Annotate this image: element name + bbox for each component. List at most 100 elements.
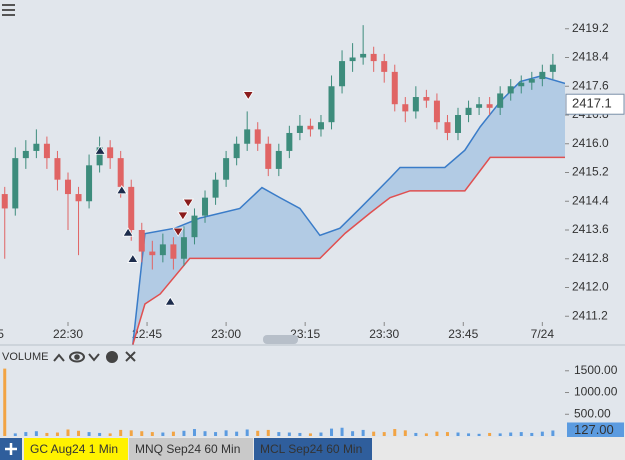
candle-body	[360, 53, 367, 58]
candle-body	[497, 93, 504, 108]
candle-body	[444, 122, 451, 133]
x-tick-label: 23:00	[211, 327, 241, 341]
volume-bar	[351, 431, 355, 436]
volume-bar	[330, 428, 334, 436]
volume-bar	[308, 433, 312, 436]
candle-body	[528, 79, 535, 83]
signal-marker	[122, 227, 134, 237]
y-tick-label: 2418.4	[572, 50, 609, 64]
chart-tab[interactable]	[24, 438, 128, 460]
candle-body	[370, 53, 377, 62]
candle-body	[381, 61, 388, 72]
candle-body	[244, 129, 251, 144]
volume-bar	[456, 432, 460, 436]
y-tick-label: 2415.2	[572, 165, 609, 179]
candle-body	[486, 104, 493, 108]
candle-body	[64, 179, 71, 195]
volume-bar	[498, 433, 502, 436]
candle-body	[549, 64, 556, 72]
settings-icon[interactable]	[106, 351, 118, 363]
volume-bar	[256, 430, 260, 436]
candle-body	[391, 71, 398, 105]
volume-bar	[192, 429, 196, 436]
scrollbar[interactable]	[263, 335, 298, 344]
candle-body	[465, 107, 472, 115]
volume-bar	[24, 432, 28, 436]
menu-icon[interactable]	[2, 4, 15, 16]
volume-bar	[182, 430, 186, 436]
signal-marker	[182, 198, 194, 208]
volume-bar	[119, 429, 123, 436]
volume-bar	[150, 432, 154, 436]
volume-bar	[45, 432, 49, 436]
candle-body	[54, 158, 61, 180]
signal-marker	[127, 253, 139, 263]
volume-bar	[66, 429, 70, 436]
volume-bar	[140, 431, 144, 436]
volume-title: VOLUME	[2, 351, 48, 363]
y-tick-label: 2416.0	[572, 136, 609, 150]
volume-bar	[266, 429, 270, 436]
volume-bar	[129, 430, 133, 436]
volume-bar	[55, 432, 59, 436]
candle-body	[223, 158, 230, 180]
volume-bar	[488, 432, 492, 436]
candle-body	[296, 125, 303, 133]
volume-bar	[340, 427, 344, 436]
volume-bar	[214, 432, 218, 436]
add-tab-button[interactable]	[0, 438, 22, 460]
close-icon[interactable]	[125, 351, 136, 362]
volume-bar	[361, 429, 365, 436]
candle-body	[286, 132, 293, 151]
volume-bar	[382, 432, 386, 436]
signal-marker	[177, 211, 189, 221]
signal-marker	[116, 184, 128, 195]
candle-body	[265, 143, 272, 169]
indicator-line	[132, 156, 565, 345]
last-volume-label: 127.00	[574, 422, 614, 437]
candle-body	[455, 115, 462, 133]
volume-bar	[477, 433, 481, 436]
volume-bar	[203, 431, 207, 436]
volume-bar	[108, 433, 112, 436]
move-down-icon[interactable]	[88, 353, 100, 362]
volume-bar	[3, 368, 7, 436]
candle-body	[159, 244, 166, 256]
y-tick-label: 2414.4	[572, 193, 609, 207]
chart-tab-label[interactable]: MNQ Sep24 60 Min	[135, 442, 240, 456]
volume-bar	[319, 432, 323, 436]
volume-bar	[540, 431, 544, 436]
volume-bar	[245, 429, 249, 436]
chart-tab-label[interactable]: GC Aug24 1 Min	[30, 442, 118, 456]
chart-tab[interactable]	[129, 438, 253, 460]
x-tick-label: 23:30	[369, 327, 399, 341]
chart-tab[interactable]	[254, 438, 372, 460]
volume-bar	[235, 431, 239, 436]
y-tick-label: 2419.2	[572, 21, 609, 35]
x-tick-label: 7/24	[531, 327, 555, 341]
x-tick-label: 22:15	[0, 327, 4, 341]
candle-body	[180, 237, 187, 259]
candle-body	[433, 100, 440, 123]
candle-body	[96, 147, 103, 166]
candle-body	[107, 147, 114, 159]
chart-tab-label[interactable]: MCL Sep24 60 Min	[260, 442, 362, 456]
candle-body	[75, 194, 82, 202]
candle-body	[507, 86, 514, 94]
volume-bar	[435, 431, 439, 436]
y-tick-label: 2417.6	[572, 78, 609, 92]
x-tick-label: 22:45	[132, 327, 162, 341]
y-tick-label: 2412.8	[572, 251, 609, 265]
volume-bar	[519, 432, 523, 436]
candle-body	[212, 179, 219, 198]
y-tick-label: 500.00	[574, 406, 611, 420]
candle-body	[339, 61, 346, 87]
y-tick-label: 2411.2	[572, 308, 608, 322]
visibility-icon[interactable]	[69, 351, 85, 363]
y-tick-label: 1500.00	[574, 363, 618, 377]
move-up-icon[interactable]	[53, 353, 65, 362]
signal-marker	[242, 91, 254, 101]
volume-bar	[551, 430, 555, 436]
x-tick-label: 22:30	[53, 327, 83, 341]
